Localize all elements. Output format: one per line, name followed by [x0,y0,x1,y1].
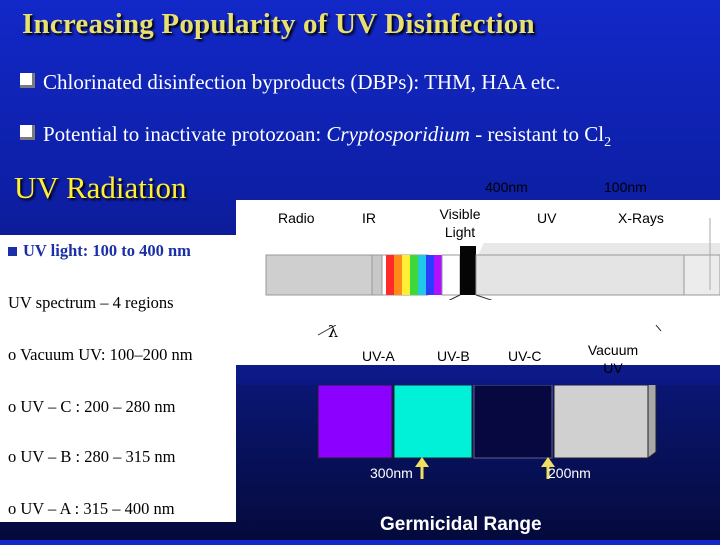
bullet-subscript: 2 [604,135,612,151]
bullet-italic-text: Cryptosporidium [326,122,470,146]
bullet-box-icon [20,125,35,140]
uv-light-text: UV light: 100 to 400 nm [23,241,191,260]
band-xrays [683,254,720,296]
arrow-200-head2 [541,457,555,467]
lower-boxes [236,325,720,540]
diagram-filler [236,300,720,325]
label-uva: UV-A [362,348,395,364]
bullet-protozoan: Potential to inactivate protozoan: Crypt… [20,122,611,151]
label-300nm: 300nm [370,465,413,481]
label-uvc: UV-C [508,348,542,364]
band-yellow [402,255,410,295]
region-uvc: o UV – C : 200 – 280 nm [8,397,176,416]
band-violet [434,255,442,295]
funnel-lower-svg [236,324,720,365]
slide-title: Increasing Popularity of UV Disinfection [22,8,535,40]
band-uv [475,254,685,296]
funnel-bg [236,325,720,365]
band-red [386,255,394,295]
bullet-box-icon [20,73,35,88]
label-100nm: 100nm [604,179,647,195]
box-uvc-face [473,384,553,459]
band-radio-edge [371,254,383,296]
arrow-300-head2 [415,457,429,467]
funnel-lower [236,324,720,365]
uv-radiation-heading: UV Radiation [14,170,187,205]
panel-bullet-icon [8,247,17,256]
label-lambda: λ [328,322,339,341]
uv-light-line: UV light: 100 to 400 nm [8,241,191,261]
bullet-dbps: Chlorinated disinfection byproducts (DBP… [20,70,561,95]
label-uvb: UV-B [437,348,470,364]
band-visible-edge [441,254,461,296]
region-vacuum: o Vacuum UV: 100–200 nm [8,345,193,364]
bullet-protozoan-text: Potential to inactivate protozoan: [43,122,327,146]
label-400nm: 400nm [485,179,528,195]
band-blue [426,255,434,295]
label-xrays: X-Rays [618,210,664,226]
band-orange [394,255,402,295]
band-top-face [266,243,720,255]
label-200nm: 200nm [548,465,591,481]
box-band-bg [236,365,720,385]
uv-spectrum-line: UV spectrum – 4 regions [8,293,174,312]
box-side-face2 [647,376,657,459]
box-uva-face [317,384,393,459]
bullet-after-text: - resistant to Cl [469,122,605,146]
band-green [410,255,418,295]
region-uva: o UV – A : 315 – 400 nm [8,499,175,518]
lower-boxes-svg [317,374,657,479]
label-radio: Radio [278,210,315,226]
label-uv: UV [537,210,557,226]
region-uvb: o UV – B : 280 – 315 nm [8,447,176,466]
band-uv-marker [460,246,476,295]
label-vacuum-uv: Vacuum UV [587,342,639,376]
germicidal-range-label: Germicidal Range [380,514,542,535]
band-radio [265,254,373,296]
box-vuv-face [553,384,649,459]
label-ir: IR [362,210,376,226]
bullet-dbps-text: Chlorinated disinfection byproducts (DBP… [43,70,561,94]
label-visible-light: Visible Light [439,206,481,240]
band-cyan [418,255,426,295]
box-uvb-face [393,384,473,459]
uv-info-panel: UV light: 100 to 400 nm UV spectrum – 4 … [0,235,236,522]
